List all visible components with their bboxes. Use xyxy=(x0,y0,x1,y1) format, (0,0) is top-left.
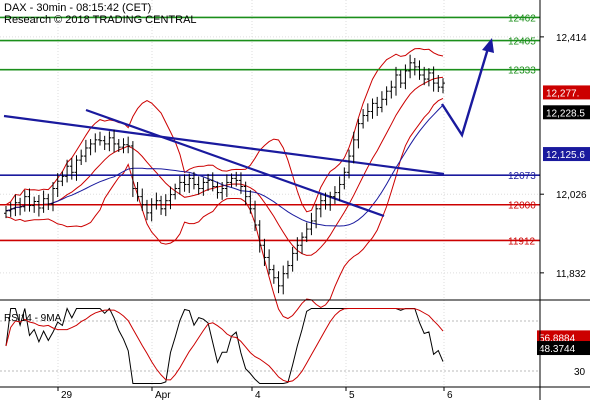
x-tick-label: 5 xyxy=(349,390,355,400)
rsi-badge xyxy=(537,330,590,345)
x-tick-label: 4 xyxy=(255,390,261,400)
trend-lines xyxy=(3,108,445,218)
upper-band xyxy=(5,47,444,213)
candles xyxy=(4,54,445,295)
rsi-badge xyxy=(537,341,590,356)
y-tick-label: 12,026 xyxy=(556,190,587,201)
price-level-label: 12073 xyxy=(508,171,536,182)
price-badge xyxy=(543,105,590,120)
projection-arrow xyxy=(440,38,494,138)
y-tick-label: 11,832 xyxy=(556,269,586,280)
bollinger-bands xyxy=(5,47,444,320)
trend-line-long xyxy=(3,114,445,176)
price-level-label: 12000 xyxy=(508,201,536,212)
price-level-label: 12333 xyxy=(508,66,536,77)
chart-header-copyright: Research © 2018 TRADING CENTRAL xyxy=(4,14,197,26)
price-badge xyxy=(543,85,590,100)
grid xyxy=(0,0,540,387)
projection-arrow-path xyxy=(440,44,491,138)
price-level-label: 11912 xyxy=(508,236,536,247)
x-tick-label: 29 xyxy=(61,390,73,400)
price-level-label: 12405 xyxy=(508,37,536,48)
chart-header-title: DAX - 30min - 08:15:42 (CET) xyxy=(4,2,152,14)
projection-arrow-head xyxy=(482,38,494,53)
x-tick-label: Apr xyxy=(155,390,171,400)
y-tick-label: 12,414 xyxy=(556,33,587,44)
moving-average xyxy=(5,104,444,227)
rsi-badge-label: 56.8884 xyxy=(539,333,576,344)
price-badge-label: 12,228.5 xyxy=(546,108,585,119)
rsi-badge-label: 48.3744 xyxy=(539,344,576,355)
rsi-ma-line xyxy=(5,308,444,383)
price-badge-label: 12,277. xyxy=(546,88,579,99)
x-tick-label: 6 xyxy=(447,390,453,400)
trend-line-short xyxy=(85,108,385,218)
price-badge xyxy=(543,147,590,162)
price-level-label: 12462 xyxy=(508,13,536,24)
rsi-y-tick-label: 30 xyxy=(574,367,586,378)
price-badge-label: 12,125.6 xyxy=(546,150,585,161)
rsi-panel-title: RSI14 - 9MA xyxy=(4,313,62,324)
price-levels: 12462 12405 12333 12073 12000 11912 xyxy=(0,13,540,247)
